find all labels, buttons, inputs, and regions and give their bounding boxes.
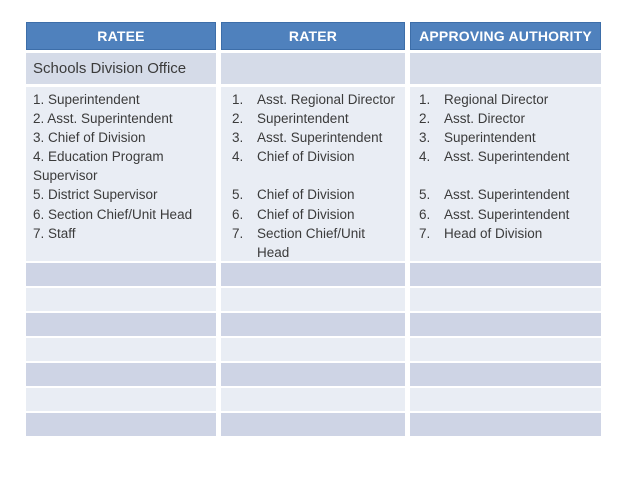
empty-row bbox=[26, 338, 601, 361]
approving-authority-number: 3. bbox=[419, 130, 431, 146]
empty-cell bbox=[26, 413, 216, 436]
approving-authority-list-cell: 1. Regional Director 2. Asst. Director 3. Sup… bbox=[410, 87, 601, 261]
approving-authority-number: 5. bbox=[419, 187, 431, 203]
rater-line: 4. Chief of Division bbox=[232, 147, 405, 166]
empty-row bbox=[26, 388, 601, 411]
approving-authority-text: Regional Director bbox=[444, 92, 549, 107]
approving-authority-line: 5. Asst. Superintendent bbox=[419, 185, 601, 204]
rater-number: 2. bbox=[232, 111, 244, 127]
rater-number: 3. bbox=[232, 130, 244, 146]
ratee-line: 2. Asst. Superintendent bbox=[33, 111, 173, 127]
ratee-line: 4. Education Program bbox=[33, 149, 164, 165]
approving-authority-text: Superintendent bbox=[444, 130, 536, 146]
approving-authority-number: 2. bbox=[419, 111, 431, 127]
empty-row bbox=[26, 413, 601, 436]
approving-authority-line: 1. Regional Director bbox=[419, 90, 601, 109]
rater-line: 2. Superintendent bbox=[232, 109, 405, 128]
ratee-line: 7. Staff bbox=[33, 225, 76, 241]
table-header-row: RATEE RATER APPROVING AUTHORITY bbox=[26, 22, 601, 50]
header-rater: RATER bbox=[221, 22, 405, 50]
empty-cell bbox=[221, 263, 405, 286]
approving-authority-line: 4. Asst. Superintendent bbox=[419, 147, 601, 166]
empty-row bbox=[26, 363, 601, 386]
empty-cell bbox=[410, 263, 601, 286]
empty-rows-container bbox=[26, 263, 601, 436]
rater-line: 7. Section Chief/Unit bbox=[232, 224, 405, 243]
ratee-list-cell: 1. Superintendent 2. Asst. Superintendent… bbox=[26, 87, 216, 261]
section-row: Schools Division Office bbox=[26, 53, 601, 84]
empty-cell bbox=[26, 338, 216, 361]
rater-number: 7. bbox=[232, 225, 244, 241]
rater-number: 5. bbox=[232, 187, 244, 203]
empty-cell bbox=[410, 288, 601, 311]
rater-line: 1. Asst. Regional Director bbox=[232, 90, 405, 109]
rater-line: Head bbox=[232, 243, 405, 261]
empty-cell bbox=[26, 363, 216, 386]
empty-cell bbox=[26, 388, 216, 411]
rater-line: 3. Asst. Superintendent bbox=[232, 128, 405, 147]
section-empty-cell bbox=[221, 53, 405, 84]
approving-authority-number: 6. bbox=[419, 206, 431, 222]
rater-text: Asst. Superintendent bbox=[257, 130, 383, 146]
rater-number: 6. bbox=[232, 206, 244, 222]
rater-line: 6. Chief of Division bbox=[232, 205, 405, 224]
header-ratee: RATEE bbox=[26, 22, 216, 50]
approving-authority-number: 1. bbox=[419, 92, 431, 107]
ratee-line: 5. District Supervisor bbox=[33, 187, 158, 203]
rating-assignment-table: RATEE RATER APPROVING AUTHORITY Schools … bbox=[26, 22, 601, 436]
empty-cell bbox=[221, 313, 405, 336]
rater-text: Chief of Division bbox=[257, 187, 355, 203]
empty-cell bbox=[26, 313, 216, 336]
rater-line: 5. Chief of Division bbox=[232, 185, 405, 204]
section-empty-cell bbox=[410, 53, 601, 84]
empty-cell bbox=[26, 288, 216, 311]
rater-number: 4. bbox=[232, 149, 244, 165]
empty-cell bbox=[410, 338, 601, 361]
rater-number: 1. bbox=[232, 92, 244, 107]
empty-row bbox=[26, 263, 601, 286]
empty-cell bbox=[221, 388, 405, 411]
approving-authority-line: 3. Superintendent bbox=[419, 128, 601, 147]
approving-authority-text: Asst. Director bbox=[444, 111, 526, 127]
empty-row bbox=[26, 288, 601, 311]
rater-text: Superintendent bbox=[257, 111, 349, 127]
header-approving-authority: APPROVING AUTHORITY bbox=[410, 22, 601, 50]
approving-authority-line: 7. Head of Division bbox=[419, 224, 601, 243]
approving-authority-line: 6. Asst. Superintendent bbox=[419, 205, 601, 224]
approving-authority-text: Asst. Superintendent bbox=[444, 187, 570, 203]
empty-cell bbox=[221, 288, 405, 311]
empty-cell bbox=[221, 338, 405, 361]
empty-cell bbox=[410, 413, 601, 436]
approving-authority-text: Asst. Superintendent bbox=[444, 206, 570, 222]
empty-cell bbox=[410, 388, 601, 411]
content-row: 1. Superintendent 2. Asst. Superintendent… bbox=[26, 87, 601, 261]
empty-row bbox=[26, 313, 601, 336]
ratee-line: 3. Chief of Division bbox=[33, 130, 146, 146]
rater-text: Chief of Division bbox=[257, 206, 355, 222]
approving-authority-text: Head of Division bbox=[444, 225, 543, 241]
empty-cell bbox=[26, 263, 216, 286]
section-label: Schools Division Office bbox=[33, 60, 187, 77]
empty-cell bbox=[410, 363, 601, 386]
approving-authority-number: 7. bbox=[419, 225, 431, 241]
empty-cell bbox=[410, 313, 601, 336]
rater-text: Asst. Regional Director bbox=[257, 92, 396, 107]
empty-cell bbox=[221, 413, 405, 436]
rater-text: Chief of Division bbox=[257, 149, 355, 165]
rater-list-cell: 1. Asst. Regional Director 2. Superintenden… bbox=[221, 87, 405, 261]
approving-authority-number: 4. bbox=[419, 149, 431, 165]
ratee-line: Supervisor bbox=[33, 168, 98, 184]
empty-cell bbox=[221, 363, 405, 386]
rater-line bbox=[232, 166, 405, 185]
approving-authority-text: Asst. Superintendent bbox=[444, 149, 570, 165]
rater-text: Section Chief/Unit bbox=[257, 225, 366, 241]
section-label-cell: Schools Division Office bbox=[26, 53, 216, 84]
ratee-line: 1. Superintendent bbox=[33, 92, 140, 107]
rater-text: Head bbox=[257, 244, 290, 260]
approving-authority-line bbox=[419, 166, 601, 185]
ratee-line: 6. Section Chief/Unit Head bbox=[33, 206, 193, 222]
approving-authority-line: 2. Asst. Director bbox=[419, 109, 601, 128]
